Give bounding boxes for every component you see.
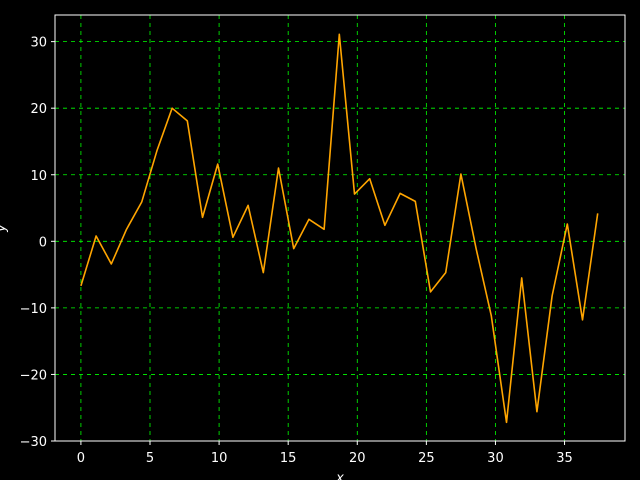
y-tick-label: 10 (30, 169, 47, 184)
y-axis-ticks: −30 −20 −10 0 10 20 30 (20, 36, 55, 450)
x-tick-label: 30 (487, 451, 504, 466)
x-tick-label: 5 (146, 451, 154, 466)
series-layer (80, 33, 599, 424)
x-tick-label: 10 (211, 451, 228, 466)
series-line (80, 33, 599, 424)
y-axis-label: y (0, 224, 9, 233)
y-tick-label: −30 (20, 435, 47, 450)
x-tick-label: 15 (280, 451, 297, 466)
grid-layer (55, 15, 625, 442)
plot-frame (54, 14, 626, 442)
plot-area (55, 15, 625, 441)
y-tick-label: 30 (30, 36, 47, 51)
x-axis-ticks: 0 5 10 15 20 25 30 35 (77, 441, 573, 466)
y-tick-label: 0 (39, 235, 47, 250)
x-tick-label: 0 (77, 451, 85, 466)
y-tick-label: −10 (20, 302, 47, 317)
y-tick-label: 20 (30, 102, 47, 117)
x-tick-label: 35 (556, 451, 573, 466)
y-tick-label: −20 (20, 368, 47, 383)
x-tick-label: 25 (418, 451, 435, 466)
x-tick-label: 20 (349, 451, 366, 466)
x-axis-label: x (335, 471, 344, 480)
